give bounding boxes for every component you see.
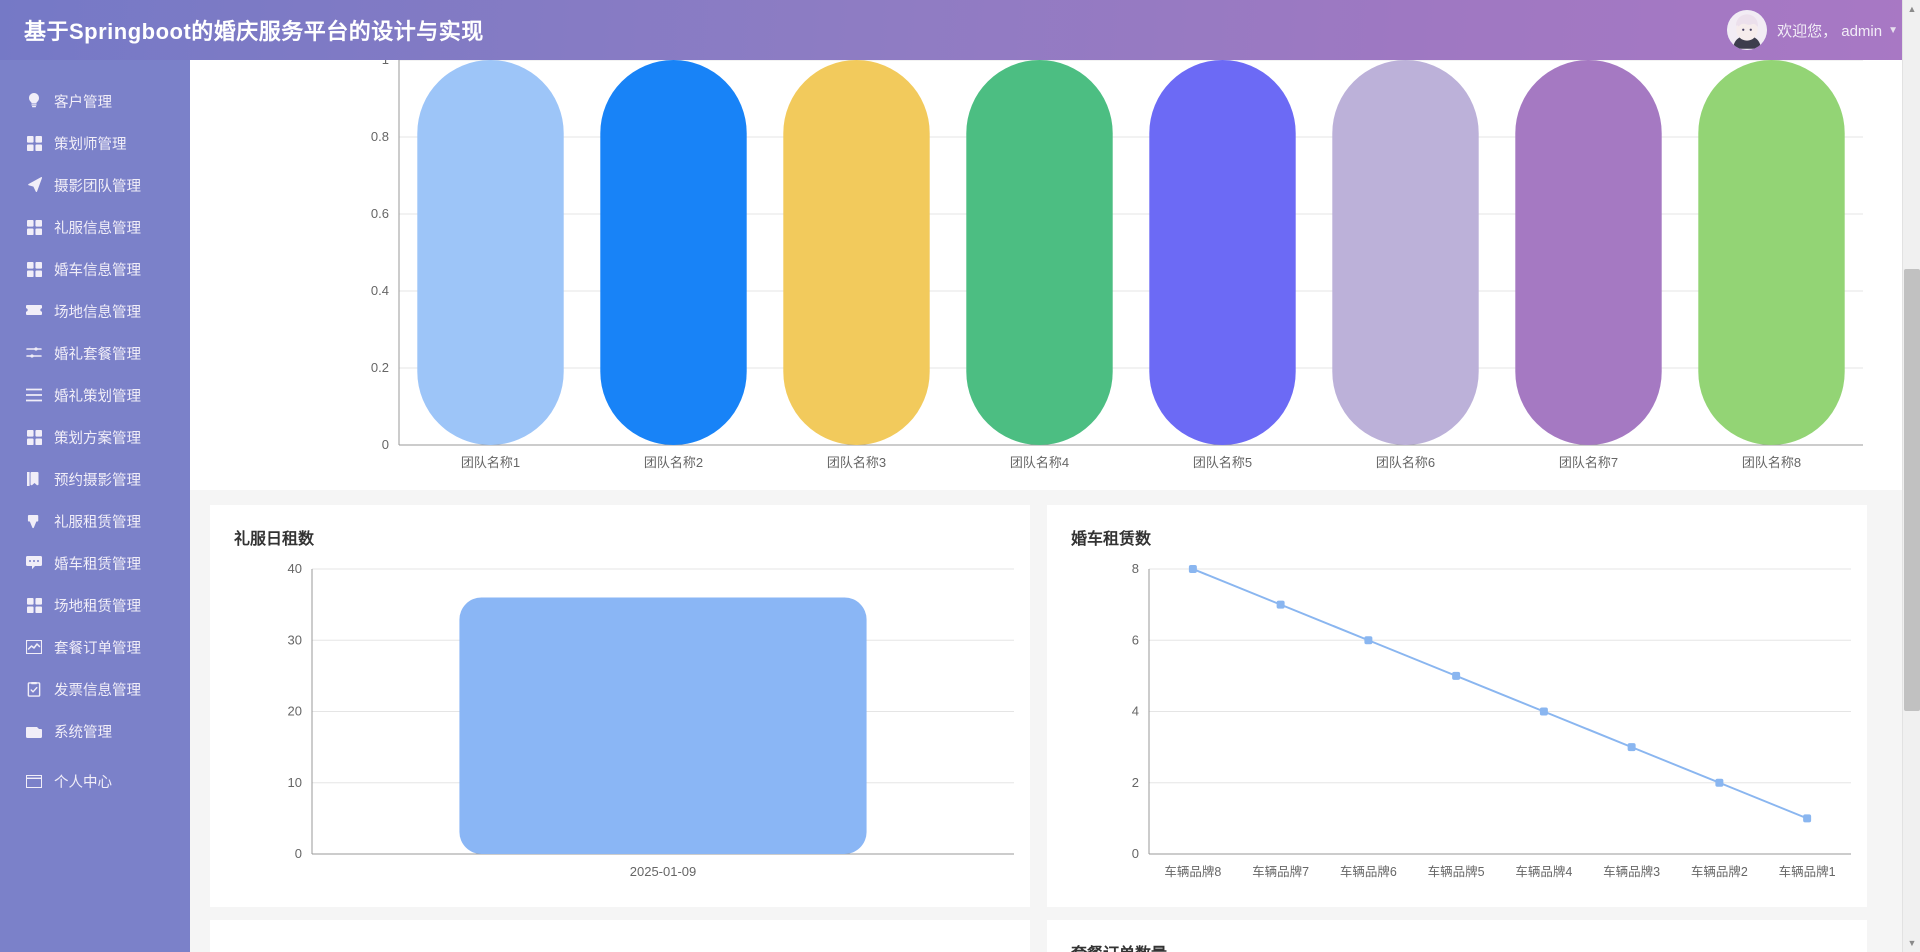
- svg-text:0.8: 0.8: [371, 129, 389, 144]
- svg-text:车辆品牌5: 车辆品牌5: [1428, 864, 1485, 879]
- svg-text:1: 1: [382, 60, 389, 67]
- svg-text:30: 30: [288, 632, 302, 647]
- svg-text:团队名称7: 团队名称7: [1559, 455, 1618, 470]
- svg-text:团队名称4: 团队名称4: [1010, 455, 1069, 470]
- svg-text:团队名称8: 团队名称8: [1742, 455, 1801, 470]
- svg-text:0.6: 0.6: [371, 206, 389, 221]
- svg-text:0: 0: [1132, 846, 1139, 861]
- svg-text:40: 40: [288, 561, 302, 576]
- svg-text:车辆品牌6: 车辆品牌6: [1340, 864, 1397, 879]
- svg-text:车辆品牌4: 车辆品牌4: [1515, 864, 1572, 879]
- svg-text:车辆品牌2: 车辆品牌2: [1691, 864, 1748, 879]
- svg-text:车辆品牌3: 车辆品牌3: [1603, 864, 1660, 879]
- svg-text:团队名称5: 团队名称5: [1193, 455, 1252, 470]
- svg-text:0: 0: [382, 437, 389, 452]
- svg-text:20: 20: [288, 704, 302, 719]
- svg-text:团队名称1: 团队名称1: [461, 455, 520, 470]
- svg-text:6: 6: [1132, 632, 1139, 647]
- svg-text:10: 10: [288, 775, 302, 790]
- svg-text:2025-01-09: 2025-01-09: [630, 864, 697, 879]
- svg-text:0: 0: [295, 846, 302, 861]
- svg-text:0.2: 0.2: [371, 360, 389, 375]
- svg-text:4: 4: [1132, 704, 1139, 719]
- svg-text:8: 8: [1132, 561, 1139, 576]
- svg-text:2: 2: [1132, 775, 1139, 790]
- svg-text:团队名称2: 团队名称2: [644, 455, 703, 470]
- svg-text:0.4: 0.4: [371, 283, 389, 298]
- svg-text:车辆品牌7: 车辆品牌7: [1252, 864, 1309, 879]
- svg-text:车辆品牌8: 车辆品牌8: [1164, 864, 1221, 879]
- svg-text:团队名称6: 团队名称6: [1376, 455, 1435, 470]
- svg-text:团队名称3: 团队名称3: [827, 455, 886, 470]
- svg-text:车辆品牌1: 车辆品牌1: [1779, 864, 1836, 879]
